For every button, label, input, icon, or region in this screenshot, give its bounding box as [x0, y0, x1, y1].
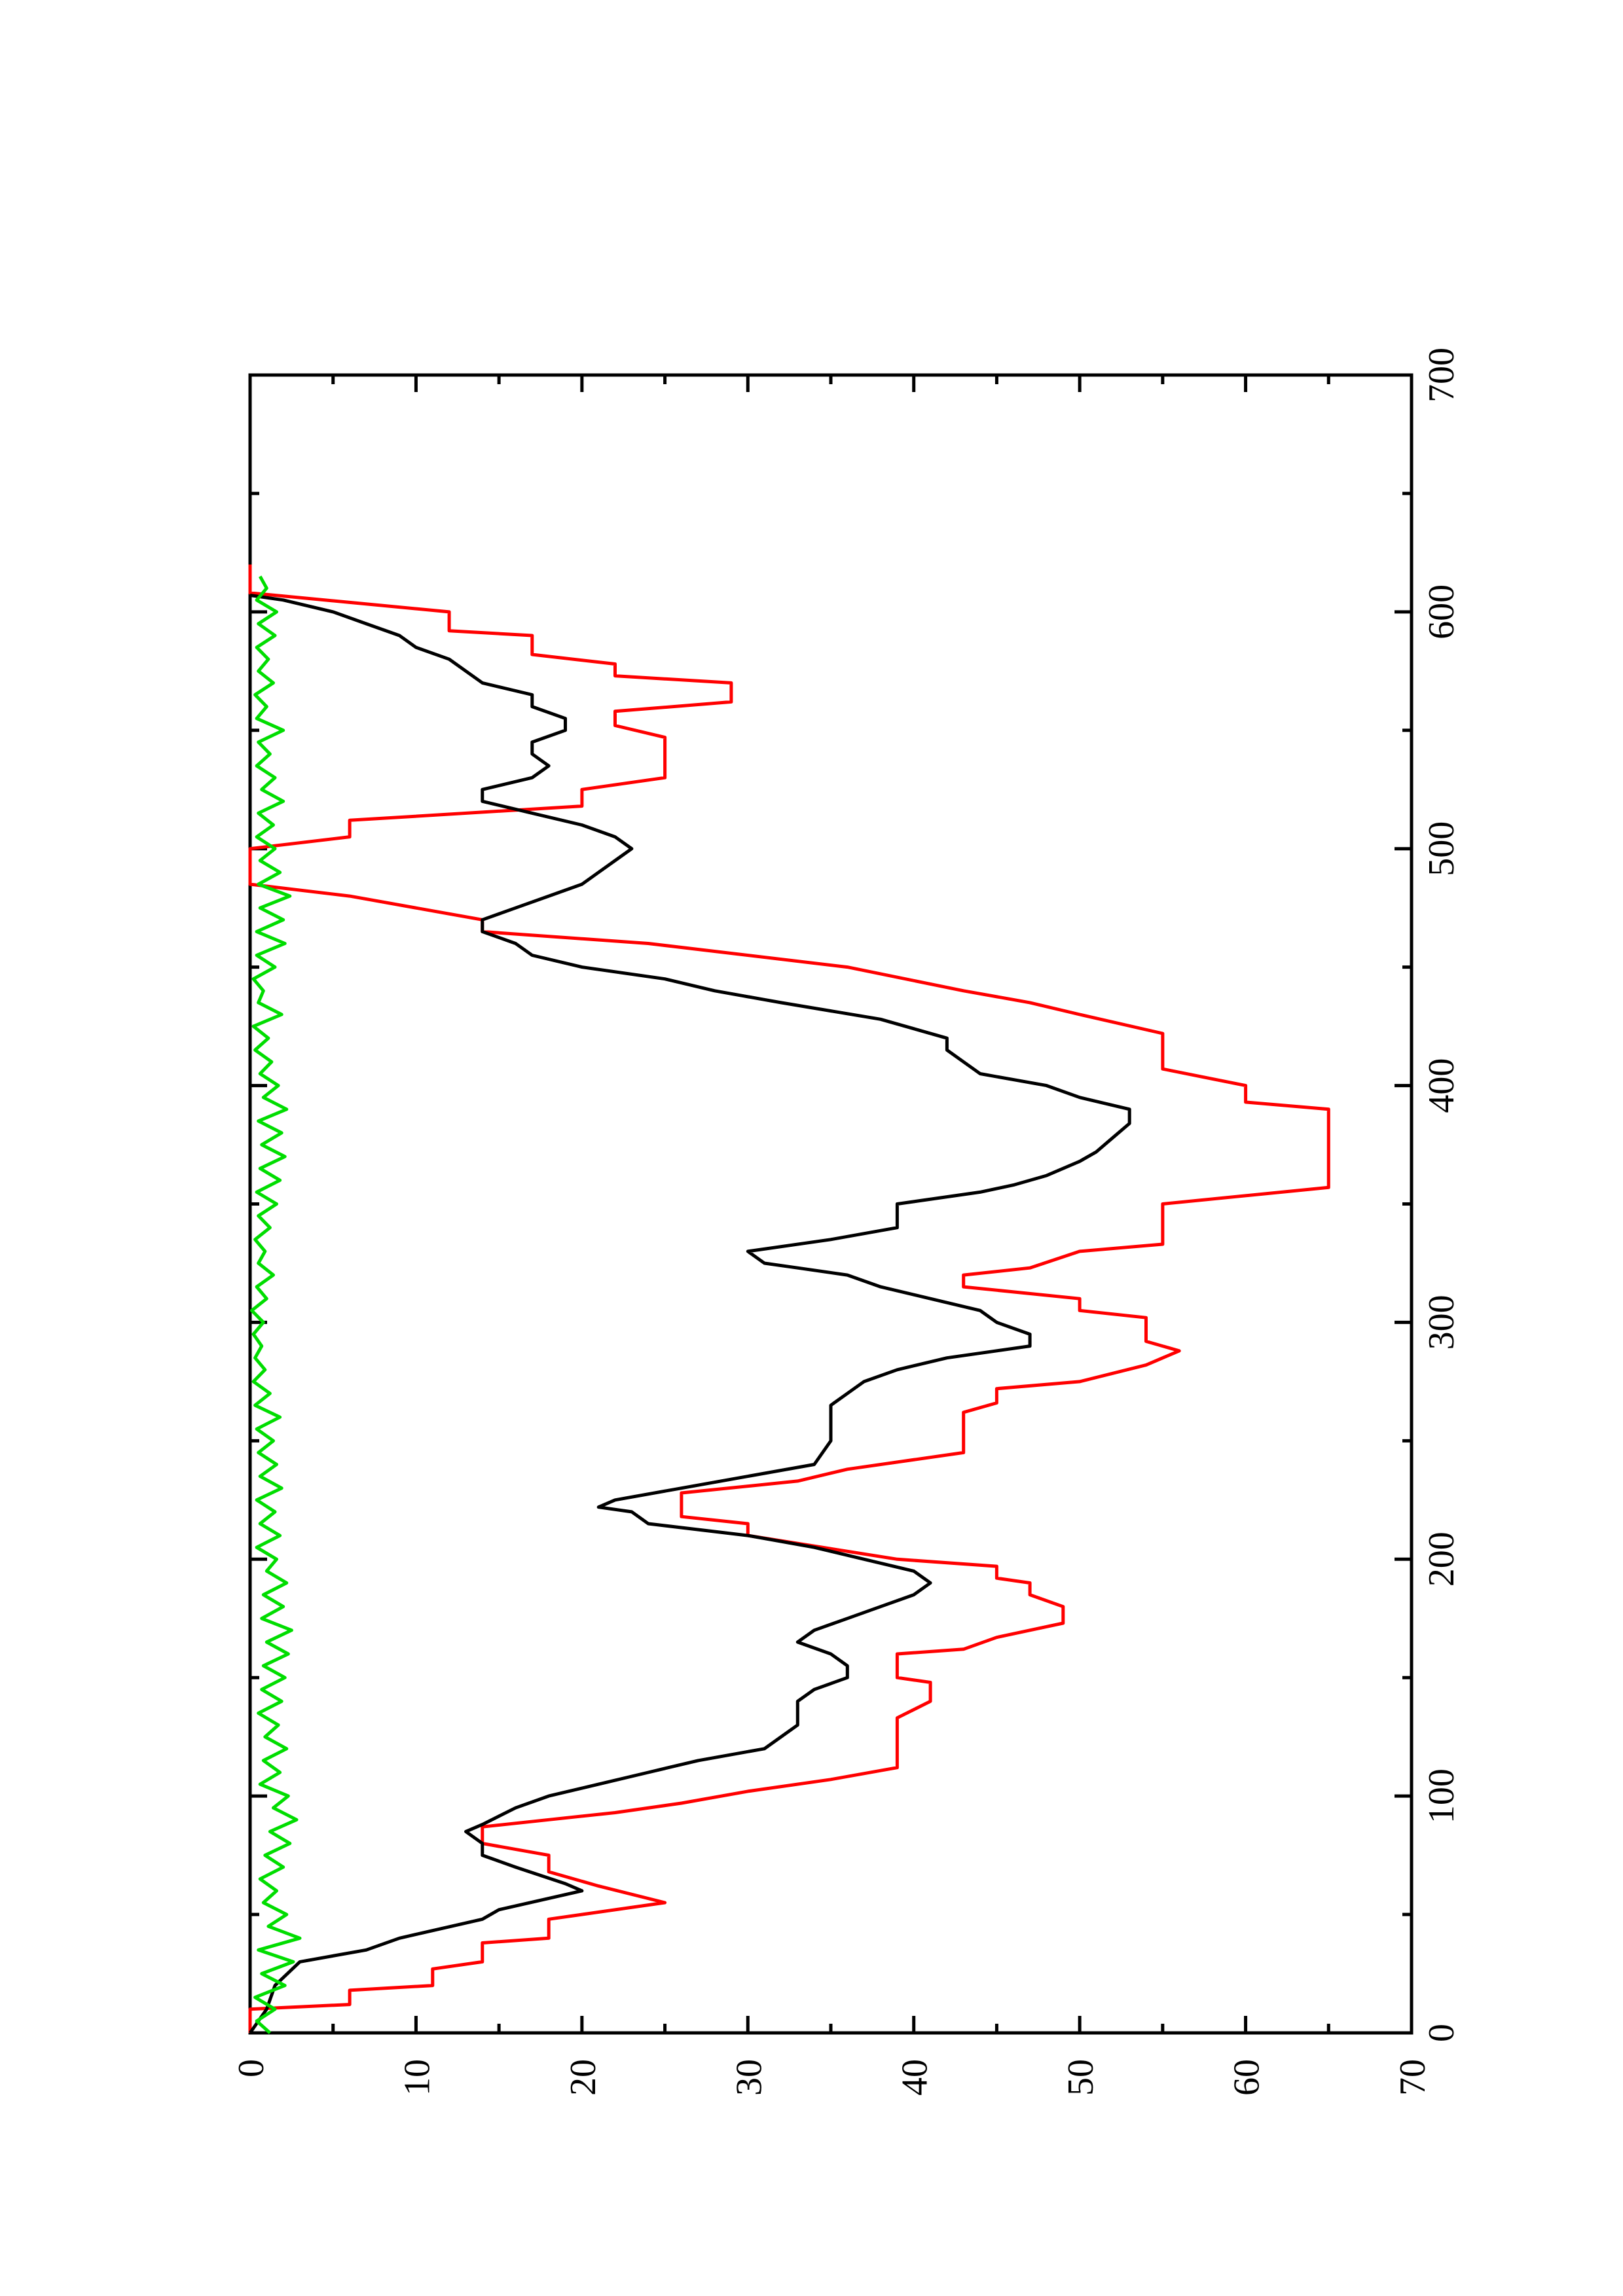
x-tick-label: 500 — [1421, 821, 1462, 876]
series-line-3 — [250, 575, 302, 2034]
series-group — [248, 564, 1330, 2034]
x-tick-label: 400 — [1421, 1058, 1462, 1113]
x-tick-label: 600 — [1421, 584, 1462, 639]
y-tick-label: 30 — [729, 2059, 769, 2096]
y-axis-tick-labels: 0 10 20 30 40 50 60 70 — [231, 2059, 1433, 2096]
x-axis-tick-labels: 0 100 200 300 400 500 600 700 — [1421, 348, 1462, 2042]
x-tick-label: 100 — [1421, 1768, 1462, 1823]
y-tick-label: 20 — [563, 2059, 604, 2096]
y-tick-label: 50 — [1061, 2059, 1101, 2096]
y-tick-label: 10 — [397, 2059, 437, 2096]
y-tick-label: 40 — [895, 2059, 936, 2096]
y-tick-label: 60 — [1227, 2059, 1267, 2096]
series-line-1 — [248, 564, 1330, 2033]
x-tick-label: 200 — [1421, 1532, 1462, 1587]
series-line-2 — [248, 594, 1131, 2034]
y-tick-label: 70 — [1393, 2059, 1433, 2096]
y-tick-label: 0 — [231, 2059, 272, 2077]
axis-ticks — [248, 373, 1413, 2035]
plot-frame — [248, 373, 1413, 2035]
x-tick-label: 300 — [1421, 1295, 1462, 1350]
x-tick-label: 0 — [1421, 2024, 1462, 2042]
x-tick-label: 700 — [1421, 348, 1462, 403]
